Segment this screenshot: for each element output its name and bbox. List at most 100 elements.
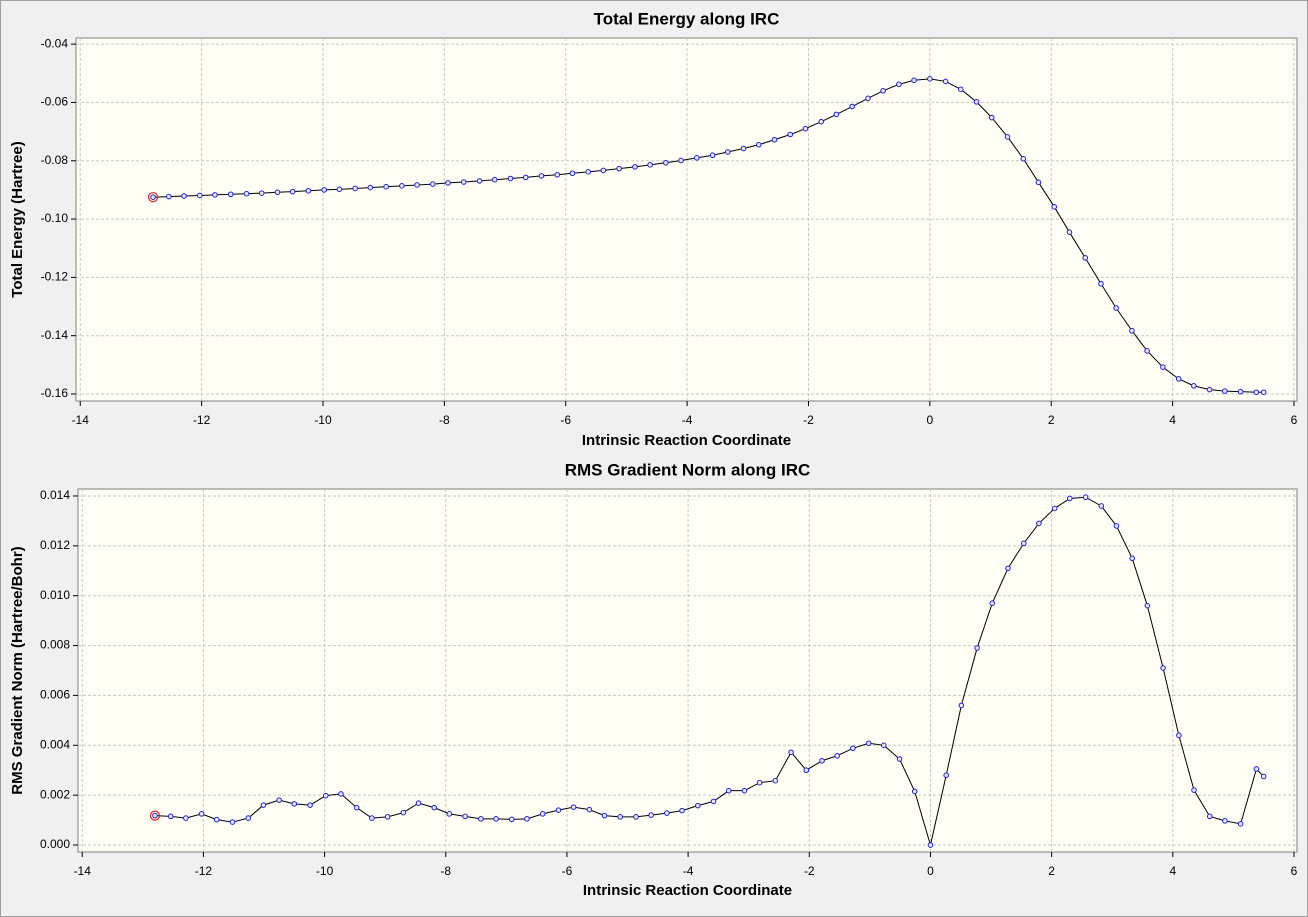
- data-point: [212, 192, 218, 198]
- data-point: [570, 804, 577, 810]
- data-point: [616, 165, 622, 172]
- data-point: [555, 807, 562, 813]
- data-point: [258, 190, 265, 196]
- data-point: [771, 136, 778, 143]
- data-point: [1035, 179, 1042, 186]
- data-point: [243, 190, 250, 197]
- data-point: [493, 816, 499, 822]
- data-point: [803, 767, 810, 774]
- data-point: [586, 806, 593, 813]
- y-tick-label: 0.014: [40, 488, 70, 502]
- data-point: [322, 792, 329, 799]
- data-point: [865, 740, 872, 747]
- data-point: [491, 176, 498, 183]
- data-point: [369, 815, 375, 821]
- x-tick-label: -14: [74, 864, 92, 878]
- data-point: [911, 788, 918, 795]
- data-point: [1129, 555, 1136, 562]
- data-point: [1082, 255, 1089, 261]
- data-point: [850, 745, 856, 752]
- data-point: [633, 814, 639, 820]
- data-point: [710, 798, 717, 805]
- data-point: [198, 811, 205, 817]
- data-point: [802, 125, 809, 132]
- data-point: [1144, 602, 1151, 609]
- data-point: [431, 804, 438, 811]
- data-point: [181, 193, 187, 199]
- data-point: [694, 802, 701, 809]
- data-point: [245, 815, 252, 821]
- data-point: [213, 816, 220, 823]
- data-point: [1206, 386, 1213, 393]
- data-point: [445, 180, 451, 186]
- data-point: [336, 186, 343, 193]
- y-axis-label: Total Energy (Hartree): [9, 141, 26, 297]
- data-point: [663, 159, 669, 166]
- data-point: [958, 86, 964, 93]
- data-point: [384, 814, 391, 820]
- data-point: [291, 801, 298, 807]
- data-point: [1051, 204, 1058, 210]
- data-point: [632, 164, 638, 170]
- x-tick-label: -4: [683, 864, 694, 878]
- data-point: [476, 178, 483, 184]
- data-point: [819, 757, 825, 764]
- data-point: [414, 182, 420, 188]
- y-tick-label: -0.08: [41, 153, 69, 167]
- data-point: [150, 194, 156, 200]
- x-tick-label: 0: [927, 413, 934, 427]
- data-point: [601, 812, 608, 819]
- x-tick-label: 4: [1169, 413, 1176, 427]
- data-point: [896, 81, 902, 88]
- data-point: [539, 811, 546, 817]
- data-point: [430, 181, 436, 187]
- data-point: [849, 103, 855, 110]
- data-point: [974, 645, 980, 651]
- data-point: [399, 183, 405, 189]
- y-axis-label: RMS Gradient Norm (Hartree/Bohr): [9, 546, 26, 794]
- data-point: [678, 157, 684, 164]
- data-point: [1253, 389, 1260, 396]
- x-tick-label: -6: [560, 413, 571, 427]
- x-tick-label: 6: [1291, 413, 1298, 427]
- x-tick-label: -10: [316, 864, 334, 878]
- data-point: [1222, 818, 1228, 824]
- y-tick-label: -0.12: [41, 270, 69, 284]
- data-point: [478, 816, 484, 822]
- data-point: [338, 791, 344, 797]
- data-point: [1066, 229, 1073, 235]
- data-point: [788, 749, 794, 756]
- data-point: [276, 797, 282, 803]
- data-point: [989, 600, 996, 606]
- start-highlight: [149, 810, 161, 821]
- x-tick-label: 0: [927, 864, 934, 878]
- y-tick-label: 0.000: [40, 837, 70, 851]
- data-point: [772, 777, 779, 784]
- data-point: [880, 87, 886, 94]
- data-point: [1160, 665, 1166, 671]
- data-point: [617, 814, 624, 820]
- data-point: [1098, 503, 1105, 509]
- data-point: [538, 173, 545, 179]
- data-point: [1005, 565, 1011, 572]
- data-point: [507, 175, 514, 182]
- data-point: [260, 802, 267, 808]
- chart-title: RMS Gradient Norm along IRC: [565, 460, 811, 479]
- data-point: [664, 810, 670, 816]
- data-point: [522, 174, 529, 181]
- data-point: [1237, 388, 1244, 395]
- data-point: [1260, 773, 1267, 780]
- data-point: [724, 149, 731, 155]
- data-point: [307, 802, 313, 808]
- data-point: [881, 742, 887, 749]
- data-point: [1113, 523, 1120, 529]
- x-tick-label: -12: [193, 413, 211, 427]
- data-point: [1260, 389, 1267, 396]
- y-tick-label: 0.012: [40, 538, 70, 552]
- data-point: [943, 772, 950, 779]
- y-tick-label: 0.002: [40, 787, 70, 801]
- data-point: [942, 78, 949, 85]
- data-point: [415, 800, 422, 806]
- x-tick-label: 2: [1048, 413, 1055, 427]
- y-tick-label: -0.16: [41, 386, 69, 400]
